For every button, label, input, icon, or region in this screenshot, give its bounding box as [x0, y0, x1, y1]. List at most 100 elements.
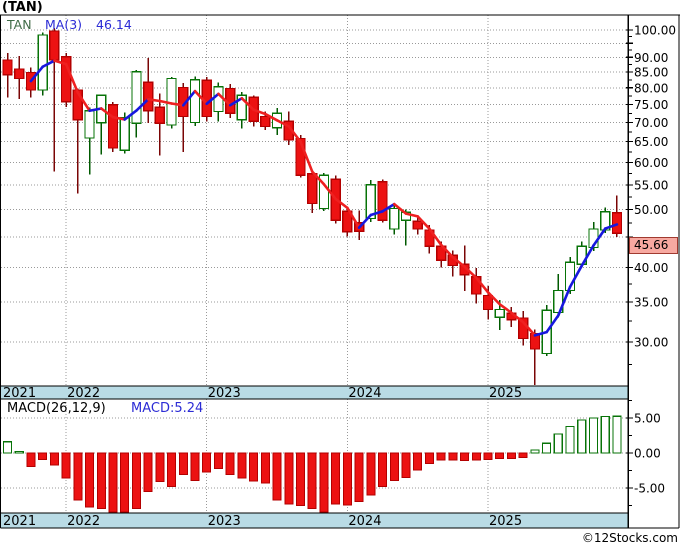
- macd-tick-label: 5.00: [634, 412, 661, 426]
- price-tick-label: 40.00: [634, 261, 668, 275]
- ma3-segment: [498, 302, 513, 315]
- macd-bar-up: [588, 417, 599, 454]
- candle-body-down: [611, 212, 623, 234]
- macd-bar-down: [120, 452, 130, 513]
- ma3-segment: [392, 202, 408, 215]
- price-tick-label: 85.00: [634, 66, 668, 80]
- macd-bar-down: [85, 452, 95, 508]
- ma3-segment: [111, 115, 126, 121]
- macd-bar-down: [61, 452, 71, 479]
- macd-bar-down: [167, 452, 177, 488]
- macd-bar-down: [237, 452, 247, 479]
- ma3-segment: [182, 89, 197, 107]
- ma3-segment: [310, 170, 326, 186]
- ma3-segment: [146, 97, 162, 103]
- candle-body-down: [2, 59, 13, 76]
- ma3-segment: [53, 59, 68, 66]
- candle-body-down: [342, 210, 353, 233]
- macd-bar-down: [260, 452, 270, 484]
- price-tick-label: 55.00: [634, 178, 668, 192]
- ma3-segment: [568, 264, 584, 289]
- ma3-segment: [369, 210, 384, 217]
- macd-bar-down: [38, 452, 48, 460]
- ma3-segment: [510, 311, 525, 324]
- price-tick-label: 90.00: [634, 51, 668, 65]
- price-tick-label: 35.00: [634, 296, 668, 310]
- ma3-segment: [533, 330, 548, 337]
- candle-body-down: [377, 180, 388, 221]
- ma3-segment: [521, 320, 537, 337]
- ma3-segment: [580, 244, 595, 267]
- ma3-segment: [299, 140, 314, 173]
- macd-bar-down: [190, 452, 200, 481]
- ma3-segment: [381, 202, 396, 213]
- ma3-segment: [474, 276, 490, 294]
- candle-body-down: [529, 332, 541, 350]
- macd-bar-up: [600, 416, 610, 454]
- legend-ma-value: 46.14: [96, 17, 132, 32]
- ma3-segment: [264, 112, 279, 122]
- macd-bar-down: [225, 452, 235, 476]
- price-tick-label: 75.00: [634, 98, 668, 112]
- macd-bar-down: [448, 452, 458, 461]
- ma3-segment: [275, 119, 291, 128]
- page-title: (TAN): [2, 0, 43, 15]
- candle-body-up: [494, 308, 505, 318]
- macd-bar-up: [565, 425, 575, 454]
- candle-body-up: [37, 34, 48, 91]
- ma3-segment: [334, 197, 349, 210]
- macd-bar-down: [202, 452, 212, 473]
- candle-body-down: [178, 86, 189, 118]
- ma3-segment: [29, 65, 44, 83]
- ma3-segment: [428, 227, 443, 247]
- macd-bar-up: [14, 451, 24, 454]
- macd-bar-down: [26, 452, 36, 467]
- macd-bar-up: [553, 433, 563, 454]
- candle-body-up: [389, 207, 400, 230]
- macd-bar-down: [319, 452, 329, 513]
- candle-body-up: [365, 184, 376, 220]
- macd-bar-down: [296, 452, 305, 506]
- candle-body-down: [14, 68, 25, 80]
- candle-body-up: [236, 94, 248, 121]
- year-label: 2024: [348, 386, 381, 401]
- macd-bar-down: [389, 452, 399, 481]
- ma3-segment: [322, 182, 337, 201]
- macd-bar-up: [530, 449, 540, 454]
- copyright-label: ©12Stocks.com: [581, 531, 678, 545]
- candle-body-up: [84, 110, 95, 139]
- macd-bar-down: [272, 452, 282, 501]
- candle-body-down: [60, 56, 72, 103]
- candle-body-down: [49, 30, 60, 61]
- macd-bar-down: [366, 452, 376, 496]
- macd-bar-down: [96, 452, 106, 509]
- macd-bar-down: [73, 452, 83, 501]
- year-label: 2025: [489, 386, 522, 401]
- macd-bar-down: [424, 452, 434, 464]
- macd-bar-down: [506, 452, 516, 460]
- year-label: 2023: [208, 514, 241, 529]
- price-tick-label: 60.00: [634, 156, 668, 170]
- candle-body-down: [201, 79, 212, 118]
- candle-body-down: [412, 220, 423, 230]
- ma3-segment: [545, 314, 560, 334]
- macd-bar-up: [612, 415, 622, 454]
- x-axis-band-top: [1, 386, 628, 399]
- candle-body-down: [295, 137, 306, 176]
- ma3-segment: [76, 91, 91, 113]
- year-label: 2023: [208, 386, 241, 401]
- macd-bar-down: [460, 452, 470, 462]
- ma3-segment: [357, 213, 373, 229]
- candle-body-up: [189, 79, 201, 124]
- ma3-segment: [135, 97, 150, 112]
- candle-body-down: [107, 104, 119, 149]
- macd-bar-down: [436, 452, 446, 461]
- ma3-segment: [346, 206, 361, 229]
- ma3-segment: [123, 109, 138, 121]
- macd-bar-down: [413, 452, 423, 471]
- ma3-segment: [99, 107, 115, 119]
- legend-ma-label: MA(3): [45, 17, 83, 32]
- macd-tick-label: -5.00: [634, 482, 665, 496]
- year-label: 2025: [489, 514, 522, 529]
